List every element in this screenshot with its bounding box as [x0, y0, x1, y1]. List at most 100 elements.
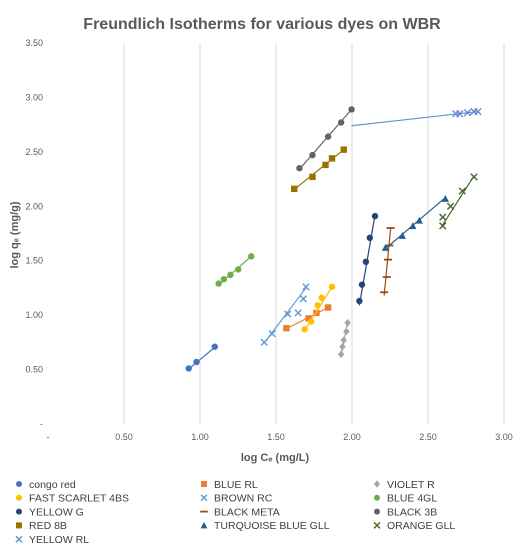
data-point	[348, 106, 355, 113]
data-point	[302, 283, 310, 291]
data-point	[340, 336, 347, 344]
y-tick-label: 2.50	[25, 147, 43, 157]
data-point	[268, 329, 276, 338]
y-tick-label: 1.50	[25, 256, 43, 266]
legend-item: BROWN RC	[200, 493, 273, 505]
x-tick-label: 1.50	[267, 432, 285, 442]
data-point	[313, 309, 320, 317]
trendline	[442, 175, 475, 226]
data-point	[305, 315, 312, 322]
data-point	[439, 213, 447, 221]
data-point	[260, 338, 268, 347]
data-point	[343, 327, 350, 336]
data-point	[211, 343, 218, 350]
legend-label: BROWN RC	[214, 493, 273, 505]
data-point	[291, 185, 298, 193]
series-4	[260, 283, 310, 347]
series-1	[283, 304, 332, 332]
y-tick-label: -	[40, 419, 43, 429]
series-layer	[185, 106, 482, 372]
legend-marker	[15, 535, 23, 543]
legend-label: YELLOW RL	[29, 534, 89, 546]
legend-marker	[374, 480, 380, 488]
data-point	[337, 119, 345, 126]
legend-marker	[201, 481, 207, 487]
data-point	[474, 107, 482, 116]
x-tick-label: 1.00	[191, 432, 209, 442]
legend-label: YELLOW G	[29, 506, 84, 518]
data-point	[458, 187, 467, 195]
legend-marker	[16, 494, 22, 501]
data-point	[193, 358, 200, 366]
trendline	[385, 197, 446, 250]
legend-item: YELLOW RL	[15, 534, 89, 546]
data-point	[215, 280, 222, 287]
y-tick-label: 2.00	[25, 201, 43, 211]
legend-marker	[16, 522, 22, 529]
legend-marker	[374, 494, 380, 501]
legend-marker	[16, 481, 22, 487]
data-point	[309, 151, 316, 159]
data-point	[296, 164, 303, 172]
legend-label: congo red	[29, 479, 76, 491]
data-point	[381, 243, 390, 251]
data-point	[299, 295, 308, 303]
data-point	[356, 297, 363, 305]
legend-item: congo red	[16, 479, 76, 491]
data-point	[294, 309, 302, 317]
legend-item: FAST SCARLET 4BS	[16, 493, 129, 505]
legend-label: ORANGE GLL	[387, 520, 455, 532]
legend-marker	[16, 508, 22, 515]
x-tick-label: 2.00	[343, 432, 361, 442]
trendline	[298, 109, 353, 170]
legend-item: YELLOW G	[16, 506, 84, 518]
data-point	[371, 212, 379, 220]
y-tick-label: 1.00	[25, 310, 43, 320]
legend-label: BLACK 3B	[387, 506, 437, 518]
series-0	[185, 343, 218, 372]
data-point	[463, 108, 472, 117]
series-7	[380, 227, 395, 296]
legend-label: RED 8B	[29, 520, 67, 532]
legend-label: BLUE 4GL	[387, 493, 437, 505]
series-5	[215, 253, 255, 287]
data-point	[322, 161, 329, 169]
x-tick-label: 0.50	[115, 432, 133, 442]
data-point	[439, 222, 447, 230]
legend-label: TURQUOISE BLUE GLL	[214, 520, 330, 532]
legend-item: BLACK META	[200, 506, 280, 518]
data-point	[235, 266, 242, 273]
legend-item: BLUE RL	[201, 479, 258, 491]
legend-marker	[200, 521, 208, 529]
data-point	[314, 302, 321, 309]
data-point	[358, 281, 366, 288]
trendline	[383, 227, 392, 296]
x-tick-label: -	[47, 432, 50, 442]
y-tick-label: 3.00	[25, 92, 43, 102]
data-point	[307, 318, 315, 325]
data-point	[309, 173, 316, 181]
y-tick-label: 0.50	[25, 365, 43, 375]
data-point	[328, 155, 336, 162]
data-point	[324, 133, 332, 140]
series-6	[356, 212, 379, 306]
series-10	[381, 194, 449, 251]
legend-label: VIOLET R	[387, 479, 435, 491]
data-point	[446, 202, 455, 210]
data-point	[339, 342, 346, 351]
series-12	[351, 107, 482, 127]
axes: - 0.50 1.00 1.50 2.00 2.50 3.00 - 0.50 1.00 1.50 2.…	[25, 38, 512, 442]
data-point	[344, 318, 351, 327]
data-point	[470, 173, 478, 181]
y-tick-label: 3.50	[25, 38, 43, 48]
legend-item: VIOLET R	[374, 479, 435, 491]
data-point	[337, 350, 345, 359]
legend-item: BLUE 4GL	[374, 493, 437, 505]
chart-title: Freundlich Isotherms for various dyes on…	[83, 16, 441, 33]
data-point	[328, 283, 336, 291]
data-point	[227, 271, 234, 279]
y-axis-label: log qₑ (mg/g)	[9, 201, 21, 268]
legend-marker	[373, 521, 381, 529]
